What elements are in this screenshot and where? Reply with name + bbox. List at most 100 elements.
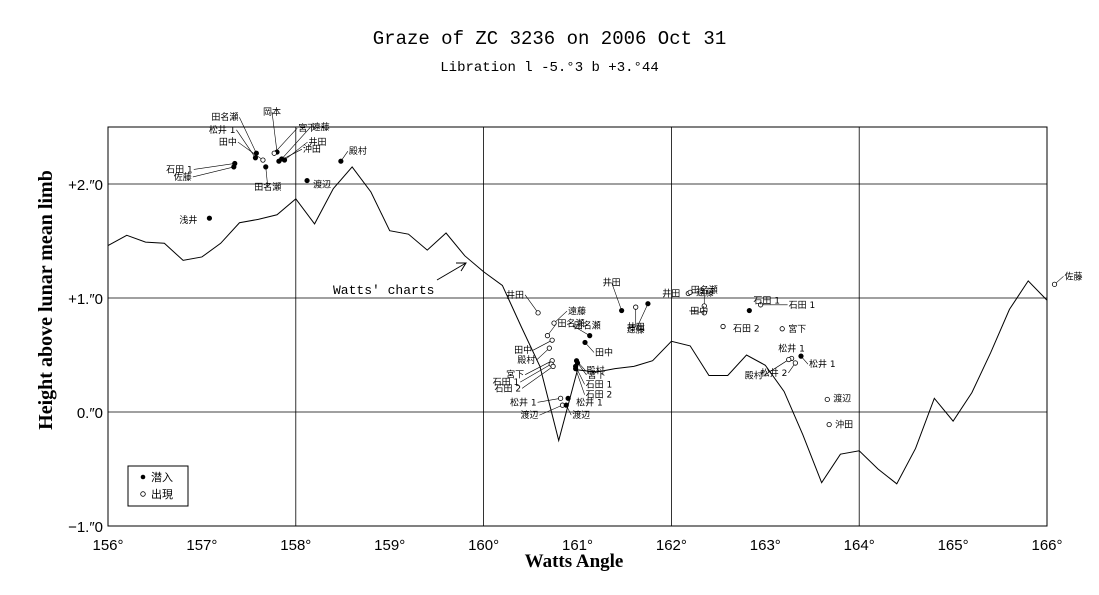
reappearance-point: [535, 310, 541, 316]
observer-label: 田中: [690, 305, 708, 317]
observer-label: 遠藤: [627, 324, 645, 336]
observer-label: 石田 1: [753, 296, 780, 307]
observer-label: 石田 1: [166, 164, 193, 175]
y-tick-label: +1.″0: [68, 291, 103, 308]
x-tick-label: 160°: [468, 537, 499, 554]
reappearance-point: [551, 320, 557, 326]
legend-entry-filled: 潜入: [151, 470, 173, 484]
observer-leader-line: [524, 294, 539, 313]
reappearance-point: [779, 326, 785, 332]
observer-label: 田中: [514, 344, 532, 356]
x-tick-label: 162°: [656, 537, 687, 554]
observer-leader-line: [572, 325, 590, 336]
reappearance-point: [701, 303, 707, 309]
plot-frame: [107, 126, 1048, 527]
observer-label: 渡辺: [520, 409, 538, 421]
observer-label: 宮下: [588, 369, 606, 381]
observer-leader-line: [236, 129, 256, 158]
x-tick-label: 161°: [562, 537, 593, 554]
disappearance-point: [231, 164, 237, 170]
observer-label: 井田: [603, 277, 621, 289]
observer-leader-line: [520, 363, 552, 383]
observer-label: 沖田: [835, 419, 853, 431]
observer-label: 松井 2: [761, 367, 788, 379]
observer-leader-line: [537, 398, 561, 403]
observer-leader-line: [536, 347, 550, 361]
disappearance-point: [565, 395, 571, 401]
observer-label: 石田 2: [586, 390, 613, 401]
observer-leader-line: [281, 126, 311, 160]
chart-subtitle: Libration l -5.°3 b +3.°44: [440, 60, 659, 76]
observer-label: 渡辺: [833, 392, 851, 404]
observer-label: 松井 1: [209, 124, 236, 136]
disappearance-point: [206, 215, 213, 221]
watts-annotation: Watts' charts: [333, 262, 467, 298]
x-tick-label: 163°: [750, 537, 781, 554]
observer-label: 殿村: [587, 365, 605, 377]
legend-entry-open: 出現: [151, 487, 173, 501]
observer-label: 田名瀬: [691, 284, 718, 296]
legend-open-marker: [140, 491, 146, 497]
observer-label: 殿村: [745, 370, 763, 382]
x-axis-label: Watts Angle: [525, 551, 624, 572]
disappearance-point: [281, 157, 288, 163]
observer-label: 田名瀬: [211, 111, 238, 123]
watts-annotation-arrowhead: [456, 262, 467, 272]
observer-label: 田名瀬: [574, 320, 601, 332]
observer-label: 井田: [506, 289, 524, 301]
x-tick-label: 157°: [186, 537, 217, 554]
observer-label: 井田: [662, 287, 680, 299]
observer-label: 佐藤: [1065, 270, 1083, 282]
observer-label: 石田 1: [789, 300, 816, 311]
observer-label: 渡辺: [572, 409, 590, 421]
observer-label: 浅井: [179, 214, 197, 226]
disappearance-point: [645, 301, 651, 307]
watts-annotation-arrow: [436, 262, 467, 281]
observer-label: 井田: [309, 136, 327, 148]
observer-label: 宮下: [298, 122, 316, 134]
observer-label: 遠藤: [696, 286, 714, 298]
reappearance-point: [633, 304, 639, 310]
observer-label: 田中: [219, 136, 237, 148]
reappearance-point: [826, 421, 832, 428]
reappearance-point: [260, 157, 266, 163]
y-tick-label: −1.″0: [68, 519, 103, 536]
observer-label: 田名瀬: [254, 181, 281, 193]
disappearance-point: [252, 155, 259, 161]
disappearance-point: [276, 158, 282, 164]
observer-leader-line: [635, 303, 649, 330]
legend-filled-marker: [140, 474, 146, 480]
observer-label: 岡本: [263, 106, 281, 118]
grid-lines: [108, 127, 1047, 526]
observer-label: 石田 1: [586, 379, 613, 390]
observer-leader-line: [575, 368, 585, 395]
observer-leader-line: [271, 112, 278, 153]
observer-leader-line: [192, 166, 234, 178]
disappearance-point: [253, 150, 259, 156]
observer-label: 石田 1: [493, 377, 520, 388]
observer-leader-line: [237, 141, 264, 161]
x-tick-label: 158°: [280, 537, 311, 554]
observer-leader-line: [525, 360, 553, 375]
observer-label: 松井 1: [576, 396, 603, 408]
observer-leader-line: [265, 166, 269, 187]
y-axis-label: Height above lunar mean limb: [35, 170, 57, 430]
chart-title: Graze of ZC 3236 on 2006 Oct 31: [372, 28, 727, 50]
reappearance-point: [271, 150, 277, 156]
disappearance-point: [798, 353, 804, 359]
observation-points: [206, 149, 1058, 428]
legend-box: [127, 465, 189, 507]
reappearance-point: [792, 360, 798, 366]
watts-annotation-text: Watts' charts: [333, 283, 434, 298]
reappearance-point: [701, 310, 707, 316]
observer-label: 遠藤: [568, 305, 586, 317]
disappearance-point: [338, 158, 344, 164]
x-tick-label: 165°: [938, 537, 969, 554]
reappearance-point: [1051, 281, 1058, 287]
disappearance-point: [263, 164, 269, 170]
observer-label: 石田 2: [733, 324, 760, 335]
reappearance-point: [786, 356, 792, 363]
observer-leader-line: [763, 359, 789, 376]
reappearance-point: [720, 323, 726, 330]
